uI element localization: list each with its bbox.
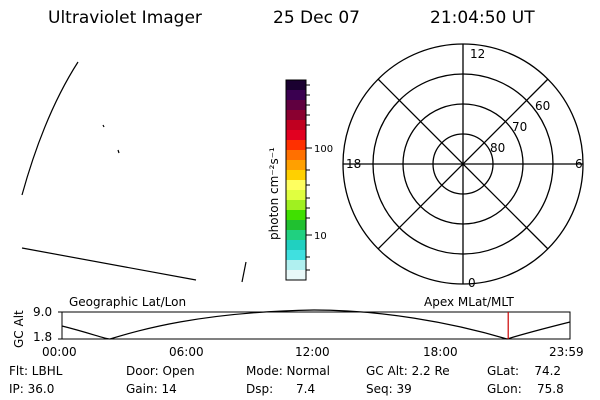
mlt-label-6: 6 — [575, 157, 583, 171]
apex-mlat-mlt-label: Apex MLat/MLT — [424, 295, 514, 309]
colorbar-band — [286, 160, 306, 171]
colorbar-ticks — [306, 84, 312, 271]
colorbar-band — [286, 140, 306, 151]
colorbar-tick-100: 100 — [314, 144, 333, 155]
glat-field: GLat: 74.2 — [487, 364, 562, 378]
time-label: 21:04:50 UT — [430, 8, 535, 28]
instrument-title: Ultraviolet Imager — [48, 8, 202, 28]
geographic-latlon-label: Geographic Lat/Lon — [69, 295, 187, 309]
colorbar-units-label: photon cm⁻²s⁻¹ — [267, 147, 281, 240]
colorbar-band — [286, 220, 306, 231]
colorbar-band — [286, 110, 306, 121]
polar-diagonal-b — [377, 78, 549, 250]
colorbar-tick-10: 10 — [314, 231, 327, 242]
map-limb-bottom — [21, 247, 197, 281]
timeline-y-min: 1.8 — [33, 330, 53, 344]
lat-label-60: 60 — [535, 99, 550, 113]
glon-field: GLon: 75.8 — [487, 382, 564, 396]
mode-field: Mode: Normal — [246, 364, 330, 378]
colorbar-frame — [285, 79, 307, 281]
seq-field: Seq: 39 — [366, 382, 412, 396]
colorbar — [286, 80, 306, 281]
timeline-y-max: 9.0 — [33, 305, 53, 319]
colorbar-band — [286, 250, 306, 261]
colorbar-band — [286, 260, 306, 271]
x-tick-0000: 00:00 — [42, 345, 77, 359]
colorbar-band — [286, 150, 306, 161]
x-tick-1200: 12:00 — [295, 345, 330, 359]
orbit-timeline — [58, 309, 571, 340]
map-speck-a — [102, 124, 105, 128]
map-limb-left — [21, 61, 79, 196]
polar-plot — [342, 43, 584, 285]
door-field: Door: Open — [126, 364, 195, 378]
flt-field: Flt: LBHL — [9, 364, 63, 378]
dsp-field: Dsp: 7.4 — [246, 382, 316, 396]
timeline-frame — [61, 311, 571, 340]
gain-field: Gain: 14 — [126, 382, 177, 396]
colorbar-band — [286, 90, 306, 101]
lat-label-70: 70 — [512, 120, 527, 134]
altitude-curve — [61, 309, 571, 340]
date-label: 25 Dec 07 — [273, 8, 360, 28]
mlt-label-18: 18 — [346, 157, 361, 171]
mlt-label-12: 12 — [470, 47, 485, 61]
x-tick-2359: 23:59 — [549, 345, 584, 359]
colorbar-band — [286, 170, 306, 181]
timeline-y-axis-label: GC Alt — [12, 310, 26, 348]
map-limb-right — [241, 261, 247, 283]
mlt-label-0: 0 — [468, 276, 476, 290]
colorbar-band — [286, 180, 306, 191]
colorbar-band — [286, 130, 306, 141]
colorbar-band — [286, 120, 306, 131]
colorbar-band — [286, 200, 306, 211]
colorbar-band — [286, 100, 306, 111]
ip-field: IP: 36.0 — [9, 382, 55, 396]
map-speck-b — [117, 149, 120, 154]
gc-alt-field: GC Alt: 2.2 Re — [366, 364, 450, 378]
x-tick-1800: 18:00 — [423, 345, 458, 359]
colorbar-band — [286, 270, 306, 281]
colorbar-band — [286, 190, 306, 201]
x-tick-0600: 06:00 — [169, 345, 204, 359]
colorbar-band — [286, 210, 306, 221]
colorbar-band — [286, 240, 306, 251]
colorbar-band — [286, 230, 306, 241]
colorbar-band — [286, 80, 306, 91]
geographic-map-lines — [21, 61, 247, 283]
lat-label-80: 80 — [490, 141, 505, 155]
